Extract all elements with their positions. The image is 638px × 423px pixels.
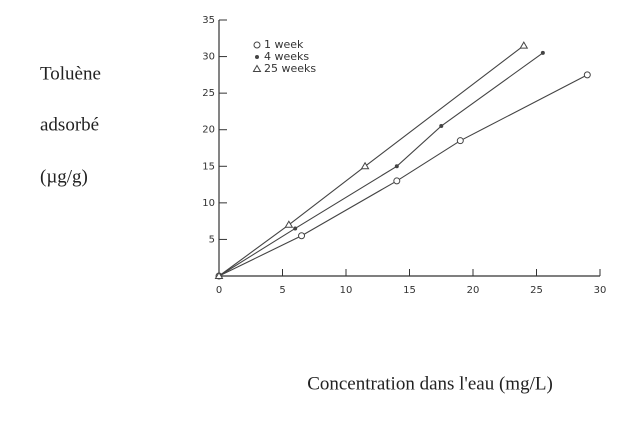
y-label: adsorbé xyxy=(40,114,99,135)
y-tick-label: 5 xyxy=(209,234,215,245)
x-tick-label: 15 xyxy=(403,285,416,296)
y-label: Toluène xyxy=(40,63,101,84)
point xyxy=(540,50,545,55)
y-tick-label: 35 xyxy=(202,15,215,26)
y-label: (µg/g) xyxy=(40,166,88,187)
series-line xyxy=(218,52,544,277)
series-line xyxy=(218,74,588,277)
y-tick-label: 20 xyxy=(202,125,215,136)
point xyxy=(393,177,401,185)
y-tick-label: 15 xyxy=(202,161,215,172)
legend-label: 4 weeks xyxy=(264,50,309,63)
y-tick-label: 10 xyxy=(202,198,215,209)
point xyxy=(439,124,444,129)
legend-marker xyxy=(253,41,261,49)
x-tick-label: 5 xyxy=(279,285,285,296)
x-tick-label: 30 xyxy=(594,285,607,296)
x-label: Concentration dans l'eau (mg/L) xyxy=(307,373,553,394)
point xyxy=(583,71,591,79)
x-tick-label: 0 xyxy=(216,285,222,296)
y-tick-label: 30 xyxy=(202,52,215,63)
legend-label: 1 week xyxy=(264,38,304,51)
point xyxy=(293,226,298,231)
point xyxy=(360,161,370,170)
point xyxy=(394,164,399,169)
legend-label: 25 weeks xyxy=(264,62,316,75)
legend-marker xyxy=(255,55,259,59)
point xyxy=(284,220,294,228)
point xyxy=(456,137,464,145)
x-tick-label: 10 xyxy=(340,285,353,296)
series-line xyxy=(218,45,525,277)
x-tick-label: 20 xyxy=(467,285,480,296)
point xyxy=(298,232,306,240)
point xyxy=(519,41,529,49)
point xyxy=(214,271,224,279)
legend-marker xyxy=(252,64,262,72)
y-tick-label: 25 xyxy=(202,88,215,99)
x-tick-label: 25 xyxy=(530,285,543,296)
